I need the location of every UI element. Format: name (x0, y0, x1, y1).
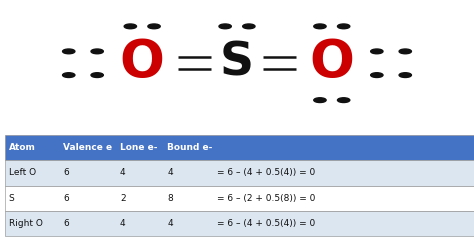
Text: Left O: Left O (9, 168, 36, 177)
Text: 4: 4 (167, 168, 173, 177)
Ellipse shape (243, 24, 255, 29)
Text: 4: 4 (120, 219, 126, 228)
Ellipse shape (371, 49, 383, 54)
Bar (5, 211, 474, 236)
Ellipse shape (371, 73, 383, 78)
Ellipse shape (219, 24, 231, 29)
Text: = 6 – (4 + 0.5(4)) = 0: = 6 – (4 + 0.5(4)) = 0 (217, 219, 315, 228)
Ellipse shape (337, 98, 350, 102)
Text: = 6 – (4 + 0.5(4)) = 0: = 6 – (4 + 0.5(4)) = 0 (217, 168, 315, 177)
Text: O: O (310, 37, 354, 89)
Text: Valence e: Valence e (63, 143, 112, 152)
Text: 4: 4 (120, 168, 126, 177)
Text: Bound e-: Bound e- (167, 143, 213, 152)
Ellipse shape (91, 73, 103, 78)
Text: S: S (220, 41, 254, 86)
Ellipse shape (63, 73, 75, 78)
Text: O: O (120, 37, 164, 89)
Text: 2: 2 (120, 194, 126, 203)
Text: 6: 6 (63, 194, 69, 203)
Bar (5, 135, 474, 160)
Bar (5, 160, 474, 185)
Ellipse shape (63, 49, 75, 54)
Bar (5, 185, 474, 211)
Text: S: S (9, 194, 14, 203)
Text: Right O: Right O (9, 219, 42, 228)
Text: 6: 6 (63, 219, 69, 228)
Text: = 6 – (2 + 0.5(8)) = 0: = 6 – (2 + 0.5(8)) = 0 (217, 194, 316, 203)
Text: 8: 8 (167, 194, 173, 203)
Ellipse shape (148, 24, 160, 29)
Ellipse shape (314, 24, 326, 29)
Text: 4: 4 (167, 219, 173, 228)
Text: Lone e-: Lone e- (120, 143, 157, 152)
Ellipse shape (124, 24, 137, 29)
Ellipse shape (399, 73, 411, 78)
Text: Atom: Atom (9, 143, 36, 152)
Ellipse shape (91, 49, 103, 54)
Ellipse shape (399, 49, 411, 54)
Ellipse shape (314, 98, 326, 102)
Ellipse shape (337, 24, 350, 29)
Text: 6: 6 (63, 168, 69, 177)
